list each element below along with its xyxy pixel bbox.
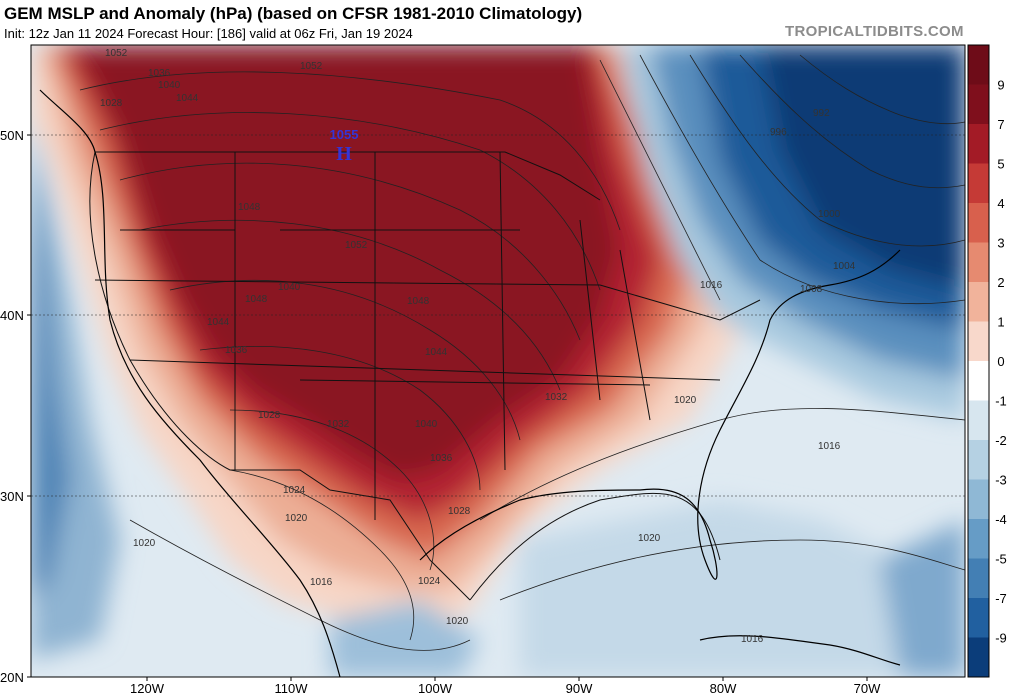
contour-label: 1048	[238, 202, 261, 213]
contour-label: 992	[813, 108, 830, 119]
colorbar-label: -7	[995, 591, 1007, 606]
contour-label: 1008	[800, 284, 823, 295]
colorbar-segment	[968, 598, 989, 638]
contour-label: 1048	[407, 296, 430, 307]
contour-label: 1016	[310, 577, 333, 588]
latitude-label: 40N	[0, 308, 24, 323]
contour-label: 1040	[415, 419, 438, 430]
contour-label: 1052	[105, 48, 128, 59]
contour-label: 1028	[448, 506, 471, 517]
high-pressure-symbol: H	[336, 143, 352, 165]
anomaly-field	[31, 45, 965, 677]
colorbar-label: -5	[995, 552, 1007, 567]
chart-subtitle: Init: 12z Jan 11 2024 Forecast Hour: [18…	[4, 26, 413, 41]
contour-label: 1036	[148, 68, 171, 79]
colorbar-label: 5	[997, 157, 1004, 172]
colorbar-segment	[968, 163, 989, 204]
high-pressure-value: 1055	[330, 127, 359, 142]
longitude-label: 70W	[854, 681, 881, 696]
colorbar-label: 1	[997, 315, 1004, 330]
contour-label: 1052	[345, 240, 368, 251]
colorbar-segment	[968, 84, 989, 125]
latitude-ticks	[27, 134, 31, 678]
contour-label: 1016	[818, 441, 841, 452]
colorbar-label: 0	[997, 354, 1004, 369]
colorbar: 9 7 5 4 3 2 1 0 -1 -2 -3 -4 -5 -7 -9	[968, 45, 1007, 678]
colorbar-label: 3	[997, 236, 1004, 251]
latitude-label: 50N	[0, 128, 24, 143]
contour-label: 1020	[285, 513, 308, 524]
contour-label: 1052	[300, 61, 323, 72]
longitude-labels: 120W 110W 100W 90W 80W 70W	[130, 681, 881, 696]
latitude-label: 20N	[0, 670, 24, 685]
chart-title: GEM MSLP and Anomaly (hPa) (based on CFS…	[4, 4, 583, 23]
colorbar-label: 9	[997, 78, 1004, 93]
contour-label: 1024	[283, 485, 306, 496]
brand-watermark: TROPICALTIDBITS.COM	[785, 23, 964, 40]
colorbar-segment	[968, 400, 989, 441]
contour-label: 1040	[158, 80, 181, 91]
contour-label: 1032	[327, 419, 350, 430]
longitude-label: 90W	[566, 681, 593, 696]
colorbar-label: -9	[995, 631, 1007, 646]
colorbar-label: -4	[995, 512, 1007, 527]
longitude-label: 110W	[275, 681, 309, 696]
colorbar-segment	[968, 321, 989, 362]
contour-label: 1032	[545, 392, 568, 403]
longitude-ticks	[146, 677, 868, 681]
political-boundaries	[89, 151, 761, 601]
latitude-label: 30N	[0, 489, 24, 504]
contour-label: 1024	[418, 576, 441, 587]
high-pressure-center: 1055 H	[330, 127, 359, 165]
colorbar-segment	[968, 519, 989, 559]
colorbar-segment	[968, 558, 989, 599]
isobars	[79, 54, 965, 651]
colorbar-segment	[968, 440, 989, 480]
contour-label: 1044	[207, 317, 230, 328]
contour-label: 1020	[446, 616, 469, 627]
contour-label: 1044	[176, 93, 199, 104]
contour-label: 1028	[258, 410, 281, 421]
longitude-label: 120W	[130, 681, 165, 696]
colorbar-frame	[967, 44, 990, 678]
contour-label: 996	[770, 127, 787, 138]
contour-labels: 1052 1036 1040 1044 1028 1052 1048 1052 …	[100, 48, 856, 645]
colorbar-label: 7	[997, 117, 1004, 132]
contour-label: 1036	[225, 345, 248, 356]
colorbar-segment	[968, 282, 989, 322]
colorbar-label: -1	[995, 394, 1007, 409]
map-frame	[30, 44, 966, 678]
colorbar-segment	[968, 45, 989, 85]
contour-label: 1048	[245, 294, 268, 305]
latitude-labels: 50N 40N 30N 20N	[0, 128, 24, 685]
contour-label: 1040	[278, 282, 301, 293]
contour-label: 1020	[638, 533, 661, 544]
colorbar-segment	[968, 124, 989, 164]
colorbar-label: -2	[995, 433, 1007, 448]
colorbar-label: -3	[995, 473, 1007, 488]
contour-label: 1020	[133, 538, 156, 549]
contour-label: 1036	[430, 453, 453, 464]
contour-label: 1020	[674, 395, 697, 406]
contour-label: 1016	[700, 280, 723, 291]
colorbar-label: 2	[997, 275, 1004, 290]
longitude-label: 100W	[418, 681, 453, 696]
colorbar-segment	[968, 637, 989, 678]
colorbar-segment	[968, 479, 989, 520]
contour-label: 1000	[818, 209, 841, 220]
colorbar-segment	[968, 361, 989, 401]
coastlines	[39, 89, 901, 677]
contour-label: 1004	[833, 261, 856, 272]
contour-label: 1028	[100, 98, 123, 109]
contour-label: 1044	[425, 347, 448, 358]
colorbar-segment	[968, 242, 989, 283]
colorbar-segment	[968, 203, 989, 243]
colorbar-label: 4	[997, 196, 1004, 211]
longitude-label: 80W	[710, 681, 737, 696]
contour-label: 1016	[741, 634, 764, 645]
